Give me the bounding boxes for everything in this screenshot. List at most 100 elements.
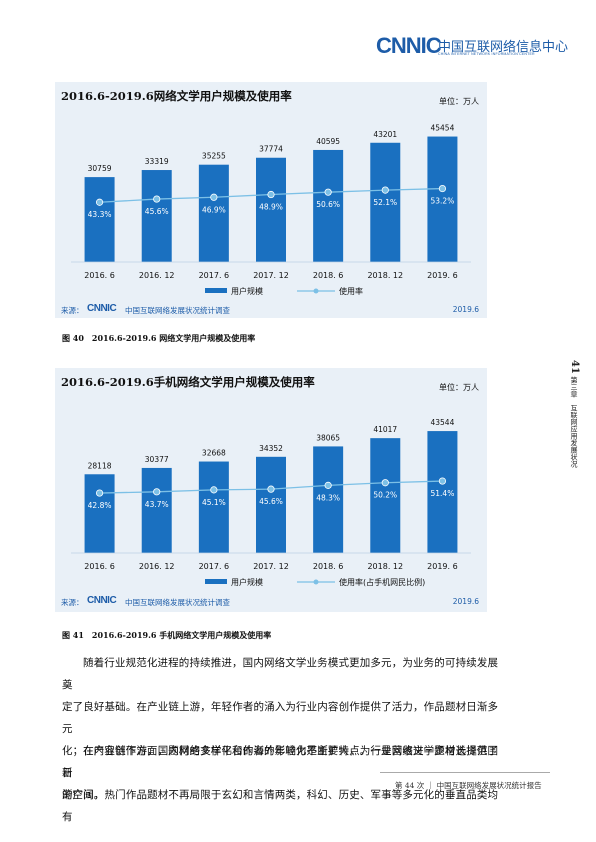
chart-internet-literature: 30759 2016. 6 33319 2016. 12 35255 2017. 6 377… bbox=[71, 124, 471, 296]
bar-value-label: 30759 bbox=[88, 164, 112, 173]
bar-value-label: 38065 bbox=[316, 433, 340, 442]
x-tick-label: 2019. 6 bbox=[427, 271, 458, 280]
chart-title: 2016.6-2019.6手机网络文学用户规模及使用率 bbox=[61, 375, 315, 389]
logo-chinese-name: 中国互联网络信息中心 bbox=[438, 40, 569, 55]
text-line: 定了良好基础。在产业链上游，年轻作者的涌入为行业内容创作提供了活力，作品题材日渐… bbox=[62, 701, 498, 735]
source-logo: CNNIC bbox=[87, 303, 117, 314]
bar-value-label: 37774 bbox=[259, 145, 283, 154]
line-point bbox=[267, 485, 275, 493]
line-point bbox=[210, 193, 218, 201]
bar-value-label: 45454 bbox=[430, 124, 454, 133]
line-value-label: 51.4% bbox=[431, 489, 455, 498]
bar-value-label: 28118 bbox=[88, 461, 112, 470]
x-tick-label: 2016. 12 bbox=[139, 271, 175, 280]
line-point bbox=[153, 488, 161, 496]
chart-title: 2016.6-2019.6网络文学用户规模及使用率 bbox=[61, 89, 292, 103]
line-point bbox=[95, 489, 104, 497]
paragraph-industry-trend: 随着行业规范化进程的持续推进，国内网络文学业务模式更加多元，为业务的可持续发展奠… bbox=[62, 652, 498, 806]
line-point bbox=[381, 186, 389, 194]
x-tick-label: 2016. 6 bbox=[84, 562, 115, 571]
chart-unit: 单位：万人 bbox=[439, 383, 479, 392]
bar-value-label: 40595 bbox=[316, 137, 340, 146]
x-tick-label: 2019. 6 bbox=[427, 562, 458, 571]
text-line: 随着行业规范化进程的持续推进，国内网络文学业务模式更加多元，为业务的可持续发展奠 bbox=[62, 657, 498, 691]
line-point bbox=[210, 486, 218, 494]
line-value-label: 50.2% bbox=[373, 491, 397, 500]
line-value-label: 43.7% bbox=[145, 500, 169, 509]
line-value-label: 50.6% bbox=[316, 200, 340, 209]
bar bbox=[427, 431, 458, 553]
bar bbox=[256, 157, 286, 262]
chart-panel-internet-literature: 2016.6-2019.6网络文学用户规模及使用率 单位：万人 30759 201… bbox=[55, 82, 487, 318]
chapter-title: 第三章 互联网应用发展状况 bbox=[570, 376, 578, 468]
line-point bbox=[324, 481, 332, 489]
chart-panel-mobile-internet-literature: 2016.6-2019.6手机网络文学用户规模及使用率 单位：万人 28118 2… bbox=[55, 368, 487, 612]
line-value-label: 42.8% bbox=[88, 501, 112, 510]
chapter-side-tab: 41 第三章 互联网应用发展状况 bbox=[566, 360, 580, 467]
paragraph-content-creation: 在内容创作方面，题材的多样化和作者的年轻化是主要特点。一是网络文学题材选择范围日… bbox=[62, 740, 498, 828]
source-label: 来源： bbox=[61, 598, 84, 607]
footer-text: 第 44 次 ｜ 中国互联网络发展状况统计报告 bbox=[395, 781, 542, 790]
line-point bbox=[267, 190, 275, 199]
bar-value-label: 41017 bbox=[373, 425, 397, 434]
source-line: 来源： CNNIC 中国互联网络发展状况统计调查 2019.6 bbox=[55, 594, 487, 610]
line-value-label: 48.3% bbox=[316, 493, 340, 502]
bar-value-label: 30377 bbox=[145, 455, 169, 464]
x-tick-label: 2017. 12 bbox=[253, 271, 289, 280]
line-value-label: 45.1% bbox=[202, 498, 226, 507]
bar bbox=[427, 136, 458, 262]
source-date: 2019.6 bbox=[452, 597, 479, 606]
line-point bbox=[438, 184, 447, 193]
bar bbox=[313, 149, 344, 262]
bar-value-label: 34352 bbox=[259, 444, 283, 453]
x-tick-label: 2018. 6 bbox=[313, 562, 344, 571]
legend-bar-label: 用户规模 bbox=[231, 577, 263, 587]
line-point bbox=[438, 477, 447, 485]
legend-line-marker bbox=[313, 579, 319, 585]
line-point bbox=[324, 188, 332, 196]
cnnic-logo: CNNIC 中国互联网络信息中心 CHINA INTERNET NETWORK … bbox=[376, 34, 576, 58]
text-line: 在内容创作方面，题材的多样化和作者的年轻化是主要特点。一是网络文学题材选择范围日 bbox=[62, 745, 498, 779]
x-tick-label: 2016. 12 bbox=[139, 562, 175, 571]
bar bbox=[198, 164, 229, 262]
bar bbox=[256, 456, 286, 553]
legend-line-label: 使用率(占手机网民比例) bbox=[339, 577, 425, 587]
legend-bar-swatch bbox=[205, 579, 227, 584]
legend-bar-swatch bbox=[205, 288, 227, 293]
bar-value-label: 43201 bbox=[373, 130, 397, 139]
figure-caption: 图 41 2016.6-2019.6 手机网络文学用户规模及使用率 bbox=[62, 630, 272, 640]
line-value-label: 43.3% bbox=[88, 210, 112, 219]
bar bbox=[141, 467, 172, 553]
bar bbox=[370, 438, 401, 553]
x-tick-label: 2018. 12 bbox=[367, 562, 403, 571]
bar-value-label: 33319 bbox=[145, 157, 169, 166]
bar bbox=[84, 177, 115, 262]
bar bbox=[370, 142, 401, 262]
x-tick-label: 2018. 6 bbox=[313, 271, 344, 280]
source-name: 中国互联网络发展状况统计调查 bbox=[125, 598, 230, 607]
line-point bbox=[95, 198, 104, 206]
chart-mobile-internet-literature: 28118 2016. 6 30377 2016. 12 32668 2017. 6 343… bbox=[71, 418, 471, 587]
line-value-label: 45.6% bbox=[145, 207, 169, 216]
text-line: 的空间。 bbox=[62, 789, 104, 801]
legend-bar-label: 用户规模 bbox=[231, 286, 263, 296]
x-tick-label: 2018. 12 bbox=[367, 271, 403, 280]
bar bbox=[84, 474, 115, 553]
chart-unit: 单位：万人 bbox=[439, 97, 479, 106]
line-value-label: 48.9% bbox=[259, 203, 283, 212]
source-logo: CNNIC bbox=[87, 595, 117, 606]
source-date: 2019.6 bbox=[452, 305, 479, 314]
figure-caption: 图 40 2016.6-2019.6 网络文学用户规模及使用率 bbox=[62, 333, 256, 343]
x-tick-label: 2016. 6 bbox=[84, 271, 115, 280]
source-name: 中国互联网络发展状况统计调查 bbox=[125, 306, 230, 315]
bar-value-label: 43544 bbox=[430, 418, 454, 427]
line-value-label: 53.2% bbox=[431, 197, 455, 206]
page-number: 41 bbox=[569, 360, 580, 374]
line-value-label: 46.9% bbox=[202, 205, 226, 214]
bar-value-label: 35255 bbox=[202, 152, 226, 161]
line-point bbox=[381, 479, 389, 487]
legend-line-label: 使用率 bbox=[339, 286, 363, 296]
text-line: 渐广阔，热门作品题材不再局限于玄幻和言情两类，科幻、历史、军事等多元化的垂直品类… bbox=[62, 789, 498, 823]
source-line: 来源： CNNIC 中国互联网络发展状况统计调查 2019.6 bbox=[55, 302, 487, 318]
logo-english-name: CHINA INTERNET NETWORK INFORMATION CENTE… bbox=[438, 52, 535, 56]
